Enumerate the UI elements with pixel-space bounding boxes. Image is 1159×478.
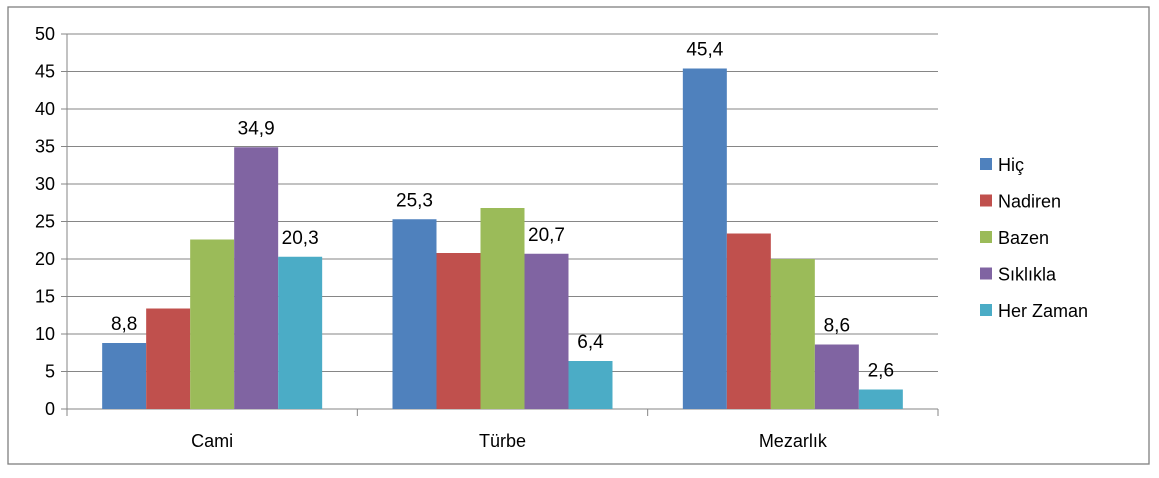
- y-tick-label: 15: [35, 287, 55, 307]
- data-label: 2,6: [868, 361, 894, 382]
- bar: [770, 259, 815, 409]
- legend-label: Nadiren: [998, 192, 1061, 212]
- y-tick-label: 0: [45, 399, 55, 419]
- y-tick-label: 35: [35, 137, 55, 157]
- axes: 0 5 10 15 20 25 30 35 40 45 50 Cami Türbe Mezarlık: [35, 24, 939, 451]
- bars: [102, 68, 903, 409]
- legend: Hiç Nadiren Bazen Sıklıkla Her Zaman: [980, 155, 1088, 321]
- y-tick-label: 50: [35, 24, 55, 44]
- data-labels: 8,8 34,9 20,3 25,3 20,7 6,4 45,4 8,6 2,6: [111, 40, 894, 382]
- data-label: 34,9: [238, 118, 275, 139]
- y-tick-label: 30: [35, 174, 55, 194]
- y-tick-label: 20: [35, 249, 55, 269]
- data-label: 6,4: [577, 332, 604, 353]
- data-label: 20,7: [528, 225, 565, 246]
- legend-label: Her Zaman: [998, 301, 1088, 321]
- bar: [190, 239, 235, 409]
- legend-swatch: [980, 304, 992, 316]
- bar: [392, 219, 437, 409]
- bar: [480, 208, 525, 409]
- bar: [524, 253, 569, 409]
- legend-label: Sıklıkla: [998, 265, 1057, 285]
- legend-label: Hiç: [998, 155, 1024, 175]
- bar: [146, 308, 191, 409]
- x-category-label: Mezarlık: [759, 431, 828, 451]
- bar: [436, 253, 481, 409]
- y-tick-label: 25: [35, 212, 55, 232]
- x-category-label: Türbe: [479, 431, 526, 451]
- data-label: 45,4: [686, 40, 723, 61]
- bar: [102, 343, 147, 409]
- x-category-label: Cami: [191, 431, 233, 451]
- bar: [278, 256, 323, 409]
- data-label: 8,6: [824, 316, 850, 337]
- bar: [682, 68, 727, 409]
- legend-swatch: [980, 194, 992, 207]
- bar: [814, 344, 859, 409]
- bar: [568, 361, 613, 409]
- legend-swatch: [980, 231, 992, 243]
- bar: [858, 389, 903, 409]
- bar: [726, 233, 771, 409]
- y-tick-label: 10: [35, 324, 55, 344]
- y-tick-label: 5: [45, 362, 55, 382]
- y-tick-label: 45: [35, 62, 55, 82]
- data-label: 25,3: [396, 190, 433, 211]
- y-tick-label: 40: [35, 99, 55, 119]
- legend-swatch: [980, 267, 992, 280]
- legend-label: Bazen: [998, 228, 1049, 248]
- data-label: 8,8: [111, 314, 137, 335]
- data-label: 20,3: [282, 228, 319, 249]
- bar: [234, 147, 279, 409]
- legend-swatch: [980, 158, 992, 170]
